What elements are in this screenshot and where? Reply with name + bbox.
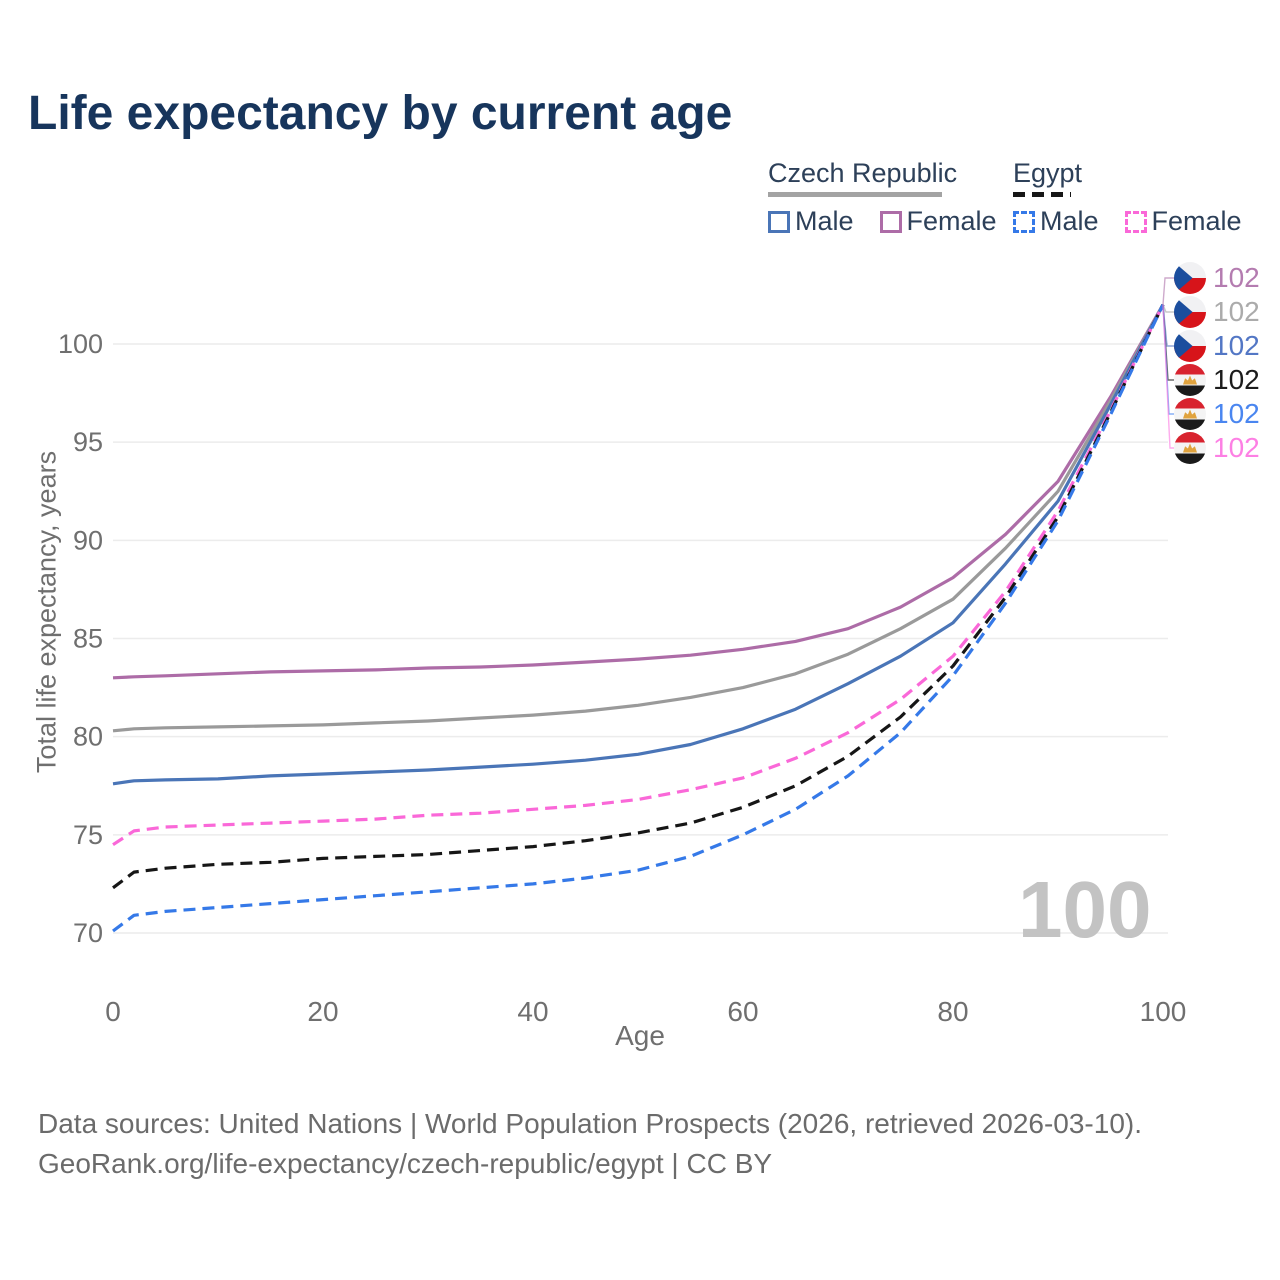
series-line-egypt-both-sexes[interactable] bbox=[112, 304, 1165, 890]
x-tick-0: 0 bbox=[105, 996, 121, 1027]
end-label-value-czech-republic-both-sexes: 102 bbox=[1213, 296, 1260, 327]
legend-swatch-czech-male[interactable] bbox=[768, 210, 790, 233]
czech-republic-flag-icon bbox=[1174, 262, 1206, 294]
footer-data-sources: Data sources: United Nations | World Pop… bbox=[38, 1108, 1143, 1139]
series-line-egypt-male[interactable] bbox=[112, 304, 1165, 933]
legend-label-egypt-male[interactable]: Male bbox=[1040, 206, 1099, 236]
x-tick-100: 100 bbox=[1140, 996, 1187, 1027]
egypt-flag-icon bbox=[1174, 432, 1206, 464]
legend-items-czech-republic: Male Female bbox=[768, 206, 1023, 237]
x-tick-40: 40 bbox=[517, 996, 548, 1027]
y-tick-90: 90 bbox=[73, 525, 103, 555]
series-line-czech-republic-male[interactable] bbox=[112, 303, 1165, 786]
legend-label-czech-female[interactable]: Female bbox=[906, 206, 997, 236]
page-title: Life expectancy by current age bbox=[28, 87, 733, 140]
legend-underline-solid bbox=[768, 192, 942, 197]
legend-group-title-czech-republic[interactable]: Czech Republic bbox=[768, 158, 958, 188]
footer-attribution: GeoRank.org/life-expectancy/czech-republ… bbox=[38, 1148, 773, 1179]
end-label-value-czech-republic-female: 102 bbox=[1213, 262, 1260, 293]
end-label-leader-czech-republic-female bbox=[1162, 277, 1174, 305]
legend-swatch-egypt-female[interactable] bbox=[1124, 210, 1147, 233]
y-tick-95: 95 bbox=[73, 427, 103, 457]
end-label-value-egypt-female: 102 bbox=[1213, 432, 1260, 463]
egypt-flag-icon bbox=[1174, 398, 1206, 430]
czech-republic-flag-icon bbox=[1174, 296, 1206, 328]
end-label-value-czech-republic-male: 102 bbox=[1213, 330, 1260, 361]
y-axis-title: Total life expectancy, years bbox=[31, 450, 62, 774]
end-label-value-egypt-both-sexes: 102 bbox=[1213, 364, 1260, 395]
series-line-czech-republic-female[interactable] bbox=[112, 303, 1165, 680]
legend-items-egypt: Male Female bbox=[1013, 206, 1268, 237]
chart-area[interactable]: 70 75 80 85 90 95 100 0 20 40 60 80 100 bbox=[0, 0, 1280, 1080]
end-label-leader-czech-republic-both-sexes bbox=[1162, 304, 1174, 313]
egypt-flag-icon bbox=[1174, 364, 1206, 396]
legend-label-egypt-female[interactable]: Female bbox=[1151, 206, 1242, 236]
x-tick-60: 60 bbox=[727, 996, 758, 1027]
y-tick-100: 100 bbox=[58, 329, 103, 359]
y-tick-80: 80 bbox=[73, 722, 103, 752]
series-line-egypt-female[interactable] bbox=[112, 303, 1165, 847]
age-watermark: 100 bbox=[1018, 865, 1152, 954]
x-tick-20: 20 bbox=[307, 996, 338, 1027]
legend-group-title-egypt[interactable]: Egypt bbox=[1013, 158, 1083, 188]
legend-label-czech-male[interactable]: Male bbox=[795, 206, 854, 236]
end-label-value-egypt-male: 102 bbox=[1213, 398, 1260, 429]
footer: Data sources: United Nations | World Pop… bbox=[38, 1104, 1142, 1184]
x-axis-title: Age bbox=[615, 1020, 665, 1051]
end-label-leader-egypt-female bbox=[1162, 304, 1174, 449]
series-line-czech-republic-both-sexes[interactable] bbox=[112, 303, 1165, 733]
y-tick-85: 85 bbox=[73, 624, 103, 654]
czech-republic-flag-icon bbox=[1174, 330, 1206, 362]
legend-group-czech-republic: Czech Republic Male Female bbox=[768, 158, 1023, 237]
legend-swatch-czech-female[interactable] bbox=[879, 210, 902, 233]
legend-underline-dashed bbox=[1013, 192, 1071, 197]
x-tick-80: 80 bbox=[937, 996, 968, 1027]
legend-swatch-egypt-male[interactable] bbox=[1013, 210, 1035, 233]
y-tick-70: 70 bbox=[73, 918, 103, 948]
y-tick-75: 75 bbox=[73, 820, 103, 850]
legend-group-egypt: Egypt Male Female bbox=[1013, 158, 1268, 237]
